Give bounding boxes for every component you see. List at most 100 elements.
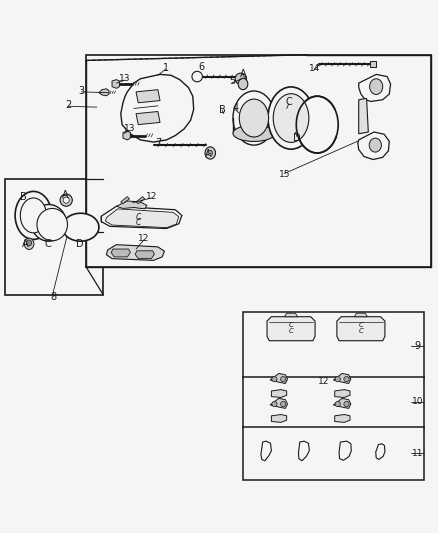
Ellipse shape xyxy=(233,125,275,141)
Polygon shape xyxy=(99,89,109,96)
Polygon shape xyxy=(86,55,431,266)
Polygon shape xyxy=(136,90,160,103)
Ellipse shape xyxy=(31,205,66,241)
Text: C: C xyxy=(358,322,364,328)
Text: 12: 12 xyxy=(138,234,150,243)
Polygon shape xyxy=(270,398,288,408)
Ellipse shape xyxy=(296,96,338,153)
Ellipse shape xyxy=(369,138,381,152)
Ellipse shape xyxy=(208,150,212,156)
Polygon shape xyxy=(335,390,350,398)
Text: 10: 10 xyxy=(412,397,424,406)
Polygon shape xyxy=(261,441,272,461)
Polygon shape xyxy=(285,313,297,317)
Polygon shape xyxy=(376,444,385,459)
Polygon shape xyxy=(112,79,120,88)
Text: B: B xyxy=(20,192,27,201)
Ellipse shape xyxy=(335,376,340,382)
Polygon shape xyxy=(337,317,385,341)
Ellipse shape xyxy=(344,376,349,382)
Ellipse shape xyxy=(63,197,69,203)
Polygon shape xyxy=(121,197,130,204)
Ellipse shape xyxy=(281,401,286,407)
Text: B: B xyxy=(219,105,226,115)
Text: 6: 6 xyxy=(198,62,205,72)
Polygon shape xyxy=(106,209,179,228)
Text: C: C xyxy=(45,239,51,249)
Text: C: C xyxy=(289,328,293,334)
Ellipse shape xyxy=(272,401,277,407)
Polygon shape xyxy=(123,131,131,140)
Ellipse shape xyxy=(20,198,46,233)
Text: 12: 12 xyxy=(146,192,157,201)
Text: A: A xyxy=(205,149,212,159)
Polygon shape xyxy=(333,398,351,408)
Text: C: C xyxy=(358,328,364,334)
Polygon shape xyxy=(272,390,287,398)
Bar xyxy=(243,376,424,428)
Ellipse shape xyxy=(15,191,52,239)
Polygon shape xyxy=(135,251,154,259)
Text: 4: 4 xyxy=(232,103,238,114)
Text: 2: 2 xyxy=(65,100,71,110)
Text: A: A xyxy=(240,69,246,79)
Polygon shape xyxy=(111,249,131,257)
Ellipse shape xyxy=(37,208,67,241)
Polygon shape xyxy=(272,415,287,422)
Text: A: A xyxy=(62,190,69,200)
Ellipse shape xyxy=(205,147,215,159)
Ellipse shape xyxy=(335,401,340,407)
Ellipse shape xyxy=(281,376,286,382)
Text: C: C xyxy=(286,98,292,107)
Ellipse shape xyxy=(60,194,72,206)
Ellipse shape xyxy=(239,99,268,137)
Polygon shape xyxy=(335,415,350,422)
Text: 15: 15 xyxy=(279,171,290,179)
Text: 1: 1 xyxy=(162,63,169,73)
Text: C: C xyxy=(135,219,141,228)
Ellipse shape xyxy=(272,376,277,382)
Polygon shape xyxy=(270,374,288,384)
Ellipse shape xyxy=(344,401,349,407)
Bar xyxy=(243,427,424,480)
Ellipse shape xyxy=(370,79,383,94)
Ellipse shape xyxy=(24,238,34,249)
Text: C: C xyxy=(135,213,141,222)
Polygon shape xyxy=(333,374,351,384)
Text: A: A xyxy=(22,239,29,249)
Ellipse shape xyxy=(268,87,314,149)
Text: 5: 5 xyxy=(229,76,235,86)
Text: 7: 7 xyxy=(155,139,161,148)
Polygon shape xyxy=(267,317,315,341)
Polygon shape xyxy=(106,245,164,261)
Text: 3: 3 xyxy=(78,85,85,95)
Polygon shape xyxy=(359,75,391,101)
Text: 14: 14 xyxy=(308,64,320,73)
Ellipse shape xyxy=(26,240,32,246)
Text: 12: 12 xyxy=(318,377,329,386)
Text: D: D xyxy=(76,239,84,249)
Text: C: C xyxy=(289,322,293,328)
Bar xyxy=(5,179,103,295)
Ellipse shape xyxy=(233,91,275,145)
Ellipse shape xyxy=(192,71,202,82)
Text: 11: 11 xyxy=(412,449,424,458)
Ellipse shape xyxy=(273,94,309,142)
Ellipse shape xyxy=(238,78,248,90)
Ellipse shape xyxy=(62,213,99,241)
Polygon shape xyxy=(117,201,147,209)
Polygon shape xyxy=(101,206,182,229)
Text: 8: 8 xyxy=(50,292,56,302)
Text: 13: 13 xyxy=(124,125,135,133)
Polygon shape xyxy=(298,441,309,461)
Bar xyxy=(370,61,376,67)
Text: 9: 9 xyxy=(415,341,421,351)
Polygon shape xyxy=(339,441,351,461)
Text: D: D xyxy=(293,133,300,143)
Polygon shape xyxy=(136,197,145,204)
Polygon shape xyxy=(136,111,160,125)
Polygon shape xyxy=(354,313,367,317)
Polygon shape xyxy=(358,132,389,159)
Text: 13: 13 xyxy=(120,74,131,83)
Polygon shape xyxy=(359,99,368,134)
